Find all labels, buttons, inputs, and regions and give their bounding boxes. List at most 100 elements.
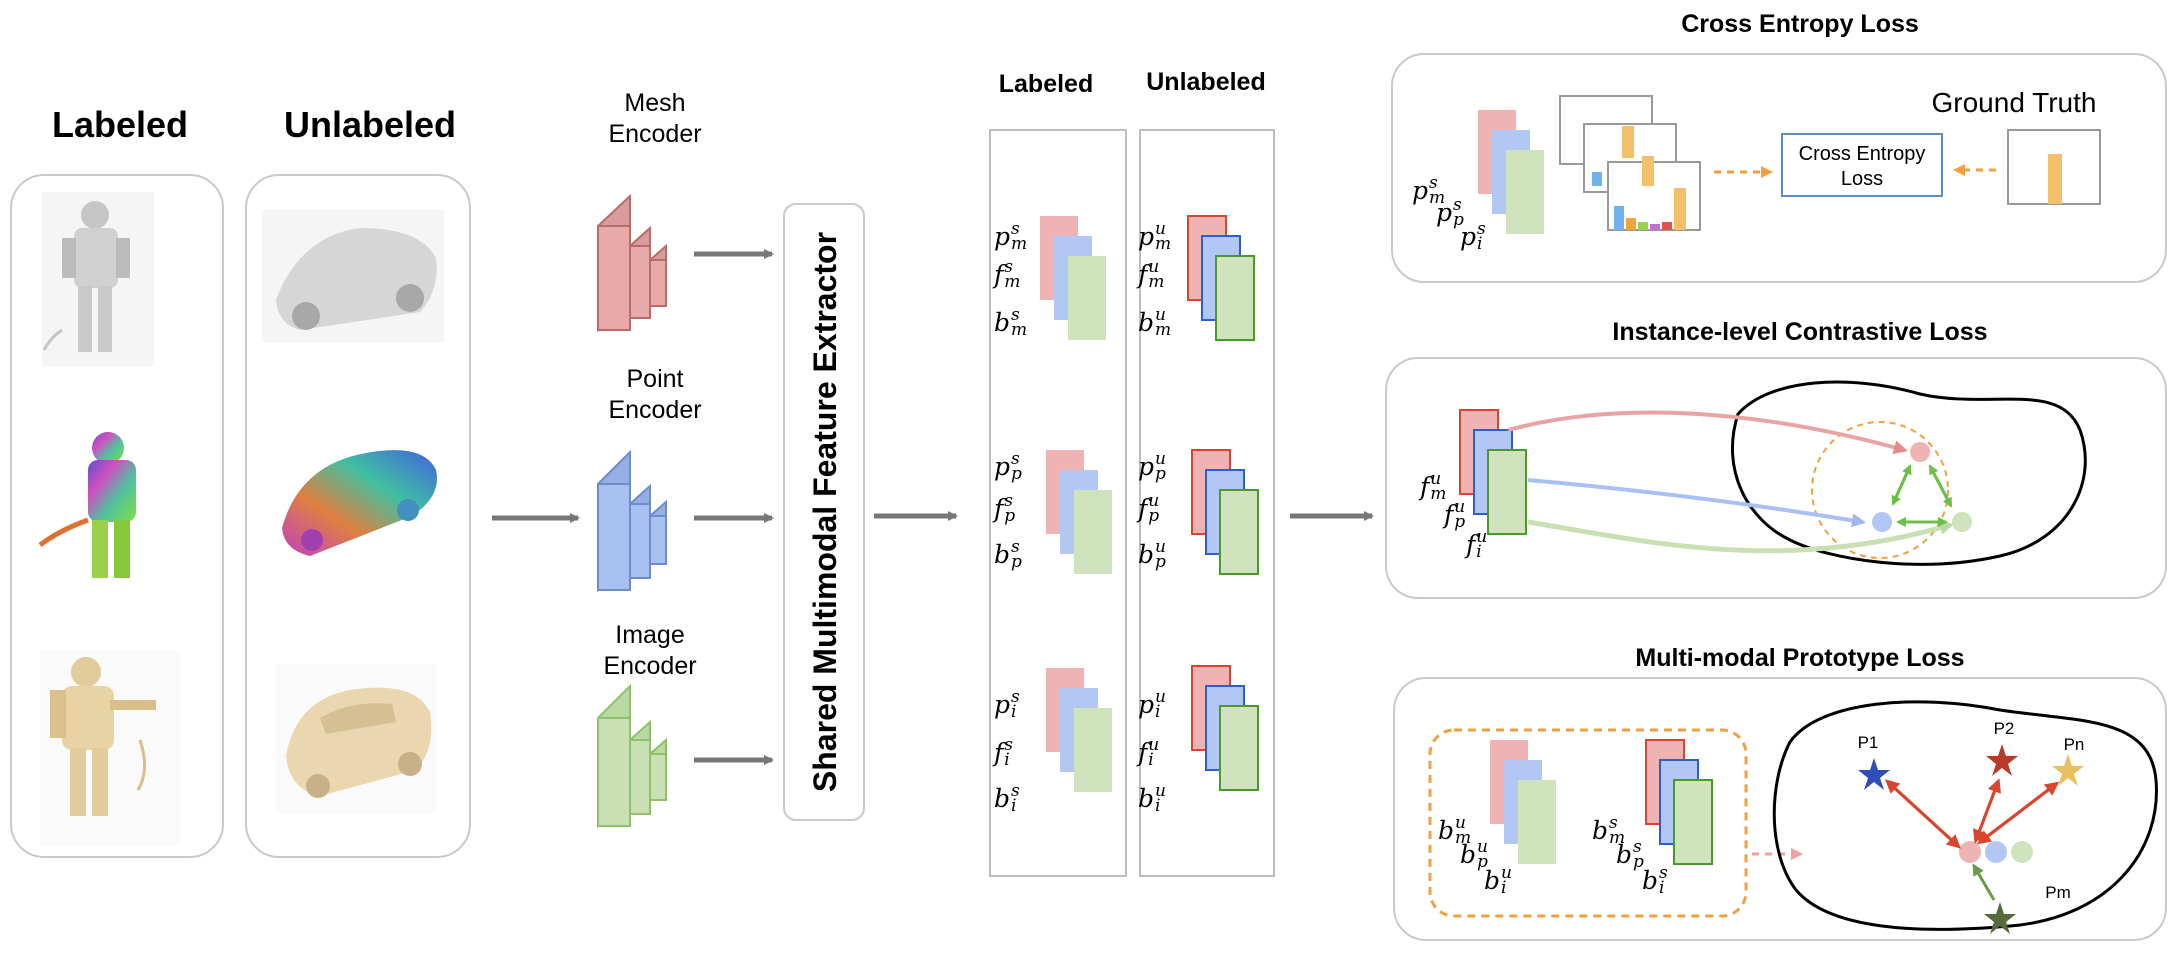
ce-histogram-front-bars — [1614, 188, 1686, 230]
ce-loss-box — [1781, 133, 1943, 197]
ce-ground-truth-bar — [2048, 154, 2062, 204]
unlabeled-point-feature-stack — [1191, 449, 1259, 575]
ic-image-arrow — [1527, 519, 1954, 554]
ic-feature-stack — [1459, 409, 1527, 535]
point-encoder-block — [597, 449, 667, 593]
labeled-image-thumbnail — [40, 650, 180, 846]
prototype-pm-star — [1984, 902, 2016, 934]
ce-prediction-stack — [1478, 110, 1544, 234]
prototype-p1-star — [1858, 758, 1890, 790]
unlabeled-pointcloud-thumbnail — [282, 450, 437, 556]
labeled-pointcloud-thumbnail — [38, 432, 136, 578]
input-shape-thumbnails — [38, 192, 444, 846]
ce-histogram-mid-bars — [1592, 156, 1654, 186]
prototype-p2-label: P2 — [1994, 719, 2015, 738]
mp-point-node — [1985, 841, 2007, 863]
features-unlabeled-title: Unlabeled — [1146, 68, 1266, 96]
ic-mesh-node — [1910, 442, 1930, 462]
ic-title: Instance-level Contrastive Loss — [1612, 318, 1988, 346]
ce-title: Cross Entropy Loss — [1681, 10, 1919, 38]
labeled-point-feature-stack — [1046, 450, 1112, 574]
labeled-title: Labeled — [51, 104, 189, 145]
mp-prototype-arrows — [1885, 778, 2060, 849]
labeled-mesh-feature-stack — [1040, 216, 1106, 340]
mesh-encoder-block — [597, 193, 667, 333]
mp-unlabeled-stack — [1490, 740, 1556, 864]
prototype-p1-label: P1 — [1858, 733, 1879, 752]
image-encoder-label-line2: Encoder — [603, 652, 697, 680]
prototype-pn-label: Pn — [2064, 735, 2085, 754]
shared-extractor-label: Shared Multimodal Feature Extractor — [807, 232, 843, 792]
ce-ground-truth-label: Ground Truth — [1932, 87, 2097, 118]
ic-neighborhood-circle — [1811, 421, 1949, 559]
unlabeled-image-thumbnail — [276, 664, 436, 814]
mesh-encoder-label-line1: Mesh — [624, 89, 686, 117]
ic-embedding-space — [1730, 380, 2087, 566]
point-encoder-label: Point Encoder — [595, 364, 715, 426]
unlabeled-title: Unlabeled — [283, 104, 457, 145]
mp-labeled-stack — [1645, 739, 1713, 865]
mp-pm-arrow — [1972, 863, 1996, 901]
unlabeled-mesh-feature-stack — [1187, 215, 1255, 341]
mp-mesh-node — [1959, 841, 1981, 863]
prototype-p2-star — [1986, 744, 2018, 776]
mesh-encoder-label-line2: Encoder — [608, 120, 702, 148]
ic-image-node — [1952, 512, 1972, 532]
prototype-pn-star — [2052, 754, 2084, 786]
mp-embedding-space — [1772, 700, 2158, 931]
unlabeled-mesh-thumbnail — [262, 210, 444, 342]
image-encoder-label: Image Encoder — [585, 620, 715, 682]
point-encoder-label-line1: Point — [626, 365, 684, 393]
mp-title: Multi-modal Prototype Loss — [1635, 644, 1965, 672]
ce-loss-box-line1: Cross Entropy — [1799, 143, 1926, 165]
image-encoder-block — [597, 683, 667, 829]
point-encoder-label-line2: Encoder — [608, 396, 702, 424]
mp-image-node — [2011, 841, 2033, 863]
ce-loss-box-line2: Loss — [1841, 168, 1883, 190]
unlabeled-image-feature-stack — [1191, 665, 1259, 791]
ic-triangle-arrows — [1891, 464, 1953, 527]
labeled-mesh-thumbnail — [42, 192, 154, 366]
shared-extractor-box — [783, 203, 865, 821]
mesh-encoder-label: Mesh Encoder — [595, 88, 715, 150]
ic-mesh-arrow — [1507, 410, 1908, 455]
ic-point-arrow — [1527, 478, 1866, 528]
mp-bottleneck-group — [1428, 728, 1748, 918]
ic-point-node — [1872, 512, 1892, 532]
image-encoder-label-line1: Image — [615, 621, 685, 649]
features-labeled-title: Labeled — [998, 70, 1094, 98]
labeled-image-feature-stack — [1046, 668, 1112, 792]
ce-histogram-back-bars — [1622, 126, 1634, 158]
